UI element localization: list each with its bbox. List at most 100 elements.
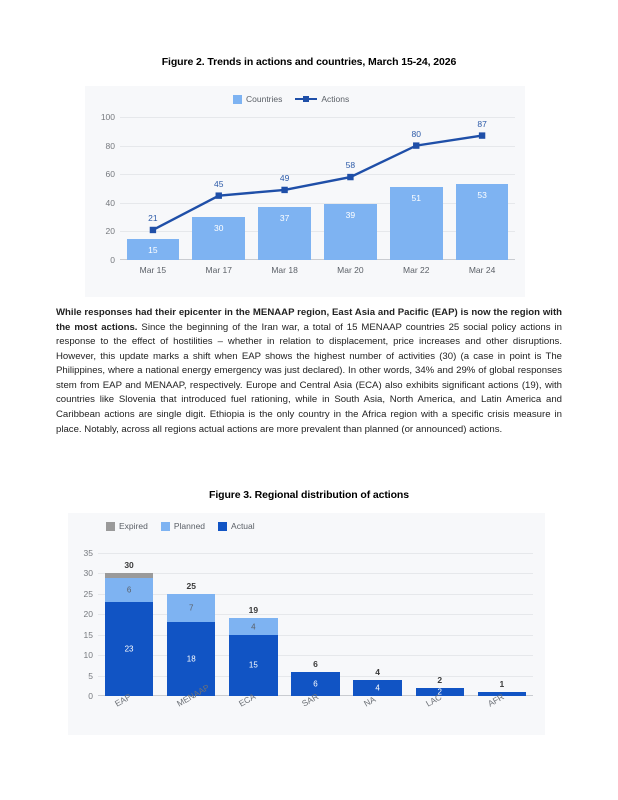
figure2-x-category: Mar 24 <box>468 265 496 275</box>
figure2-y-tick: 60 <box>105 169 115 180</box>
figure2-gridline <box>120 145 515 147</box>
figure2-x-category: Mar 22 <box>403 265 430 275</box>
figure2-y-tick: 80 <box>105 140 115 151</box>
figure2-gridline <box>120 174 515 176</box>
body-paragraph: While responses had their epicenter in t… <box>56 306 562 437</box>
figure3-segment-value: 7 <box>188 603 194 613</box>
figure2-bar-value: 53 <box>477 190 487 201</box>
figure2-x-category: Mar 15 <box>139 265 167 275</box>
figure2-y-tick: 40 <box>105 197 115 208</box>
figure2-title: Figure 2. Trends in actions and countrie… <box>161 56 457 68</box>
figure3-gridline <box>98 655 533 657</box>
figure3-segment-actual: 2 <box>415 687 465 697</box>
planned-swatch-icon <box>160 521 170 531</box>
figure2-point-value: 87 <box>477 118 487 129</box>
legend-item-actual[interactable]: Actual <box>218 521 255 531</box>
figure3-y-tick: 0 <box>88 691 93 701</box>
legend-item-actions[interactable]: Actions <box>295 94 349 104</box>
expired-swatch-icon <box>106 521 115 531</box>
figure2-bar[interactable]: 39 <box>324 204 377 260</box>
figure2-gridline <box>120 231 515 233</box>
figure3-bar-total: 19 <box>248 605 259 616</box>
figure3-bar-total: 4 <box>375 666 380 677</box>
figure2-bar[interactable]: 53 <box>455 184 509 260</box>
legend-item-planned[interactable]: Planned <box>160 521 205 531</box>
figure3-segment-value: 23 <box>124 644 134 654</box>
figure2-point-value: 58 <box>345 160 356 171</box>
figure3-gridline <box>98 553 533 554</box>
figure3-y-tick: 35 <box>83 548 93 558</box>
figure2-x-category: Mar 20 <box>337 265 364 275</box>
figure2-chart-panel: Countries Actions 0 20 40 60 80 100 15 Mar 15 30… <box>85 86 525 297</box>
figure2-gridline <box>120 117 515 118</box>
figure2-bar-value: 39 <box>345 210 356 221</box>
figure3-segment-value: 4 <box>251 622 256 632</box>
figure3-segment-actual <box>477 691 527 696</box>
legend-item-expired[interactable]: Expired <box>106 521 148 531</box>
legend-label-expired: Expired <box>119 521 148 531</box>
legend-item-countries[interactable]: Countries <box>233 94 282 104</box>
figure2-bar[interactable]: 37 <box>258 207 311 260</box>
actual-swatch-icon <box>218 521 228 531</box>
legend-label-actions: Actions <box>321 94 350 104</box>
figure2-x-axis <box>120 259 515 260</box>
figure3-y-tick: 30 <box>83 568 93 579</box>
figure3-bar-total: 2 <box>437 674 443 685</box>
figure3-segment-planned: 7 <box>166 593 216 623</box>
legend-label-countries: Countries <box>246 94 283 104</box>
paragraph-body: Since the beginning of the Iran war, a t… <box>56 321 562 435</box>
figure2-bar[interactable]: 30 <box>192 217 246 260</box>
figure3-x-category: NA <box>361 694 377 709</box>
figure3-chart-panel: Expired Planned Actual 0 5 10 15 20 25 30 35 23 6… <box>68 513 545 735</box>
figure2-bar-value: 30 <box>214 223 224 234</box>
countries-swatch-icon <box>233 94 242 104</box>
figure3-stacked-bar[interactable]: 1 <box>477 679 527 696</box>
paragraph-lead: While responses had their epicenter in t… <box>56 307 562 333</box>
figure2-y-tick: 0 <box>110 255 115 265</box>
figure3-bar-total: 1 <box>499 678 505 689</box>
figure3-segment-value: 6 <box>126 585 132 595</box>
figure3-title: Figure 3. Regional distribution of actio… <box>209 489 409 501</box>
figure3-legend: Expired Planned Actual <box>106 521 261 531</box>
figure3-segment-value: 4 <box>375 683 380 693</box>
figure3-segment-actual: 4 <box>353 679 402 696</box>
figure2-gridline <box>120 202 515 204</box>
figure3-segment-actual: 18 <box>166 622 216 696</box>
figure3-segment-value: 15 <box>248 660 258 670</box>
figure3-segment-actual: 23 <box>104 602 154 696</box>
figure2-bar[interactable]: 51 <box>389 187 443 260</box>
figure2-point-value: 45 <box>214 178 224 189</box>
figure3-gridline <box>98 634 533 636</box>
figure2-bar-value: 37 <box>279 213 290 224</box>
figure3-bar-total: 30 <box>124 560 134 571</box>
figure3-segment-value: 6 <box>313 679 318 689</box>
figure2-bar[interactable]: 15 <box>126 238 180 260</box>
figure3-y-tick: 5 <box>88 670 93 681</box>
figure3-stacked-bar[interactable]: 15 4 19 <box>229 605 278 696</box>
figure3-plot-area: 0 5 10 15 20 25 30 35 23 6 30 EAP 18 7 25 MENAAP 15 4 19 EC… <box>84 548 533 709</box>
legend-label-actual: Actual <box>231 521 255 531</box>
figure3-y-tick: 20 <box>83 609 93 620</box>
figure2-x-category: Mar 17 <box>205 265 232 275</box>
figure3-segment-value: 2 <box>437 687 442 697</box>
figure3-segment-expired <box>104 573 154 578</box>
figure2-plot-area: 0 20 40 60 80 100 15 Mar 15 30 Mar 17 37 Mar 18 39 Ma… <box>101 112 515 275</box>
figure3-bar-total: 25 <box>186 580 196 591</box>
figure2-x-category: Mar 18 <box>271 265 298 275</box>
figure3-segment-actual: 6 <box>291 671 340 696</box>
figure3-gridline <box>98 614 533 616</box>
figure2-point-value: 80 <box>411 128 421 139</box>
figure2-legend: Countries Actions <box>233 94 355 104</box>
figure3-y-tick: 15 <box>83 629 93 640</box>
figure3-stacked-bar[interactable]: 18 7 25 <box>166 581 216 696</box>
figure3-stacked-bar[interactable]: 23 6 30 <box>104 560 154 696</box>
figure3-bar-total: 6 <box>313 658 318 669</box>
figure3-y-tick: 10 <box>83 650 93 661</box>
figure3-segment-actual: 15 <box>229 634 278 696</box>
figure3-y-tick: 25 <box>83 588 93 599</box>
figure3-gridline <box>98 573 533 575</box>
